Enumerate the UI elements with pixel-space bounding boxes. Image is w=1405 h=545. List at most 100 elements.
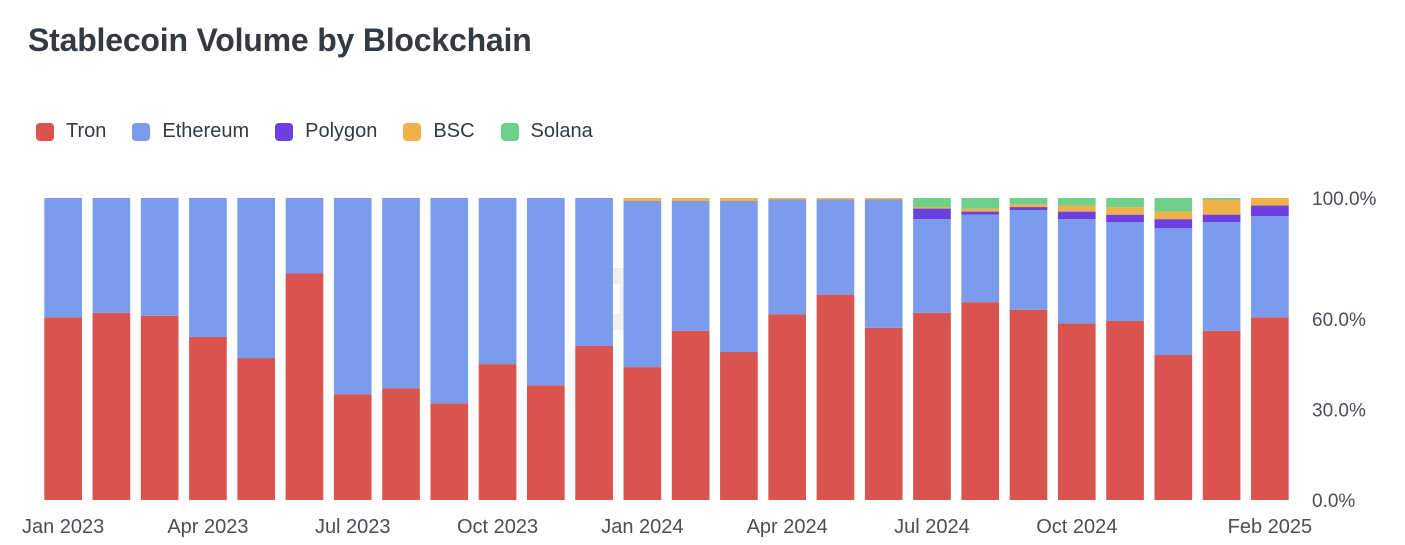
bar-segment-tron-sep-2024[interactable] (1009, 309, 1048, 500)
bar-segment-ethereum-jul-2023[interactable] (333, 198, 372, 395)
bar-segment-tron-sep-2023[interactable] (430, 403, 469, 500)
bar-segment-tron-may-2024[interactable] (816, 294, 855, 500)
bar-segment-solana-aug-2024[interactable] (961, 198, 1000, 209)
bar-segment-tron-feb-2023[interactable] (92, 312, 131, 500)
bar-segment-tron-dec-2024[interactable] (1154, 355, 1193, 500)
x-tick-label: Jul 2023 (315, 516, 391, 538)
y-tick-label: 100.0% (1312, 189, 1377, 210)
bar-segment-tron-mar-2024[interactable] (720, 352, 758, 500)
bar-segment-bsc-jan-2024[interactable] (623, 198, 662, 202)
bar-segment-polygon-jan-2025[interactable] (1202, 214, 1241, 223)
bar-segment-bsc-dec-2024[interactable] (1154, 211, 1193, 220)
bar-segment-ethereum-may-2024[interactable] (816, 199, 855, 295)
bar-segment-ethereum-dec-2024[interactable] (1154, 228, 1193, 356)
bar-segment-ethereum-apr-2023[interactable] (189, 198, 227, 337)
bar-segment-polygon-dec-2024[interactable] (1154, 219, 1193, 229)
bar-segment-solana-jan-2025[interactable] (1202, 198, 1241, 200)
bar-segment-polygon-sep-2024[interactable] (1009, 207, 1048, 211)
bar-segment-ethereum-apr-2024[interactable] (768, 199, 806, 315)
chart-legend: Tron Ethereum Polygon BSC Solana (36, 120, 619, 143)
bar-segment-polygon-oct-2024[interactable] (1057, 211, 1096, 220)
bar-segment-tron-oct-2024[interactable] (1057, 323, 1096, 500)
legend-label-solana: Solana (530, 120, 593, 142)
bar-segment-ethereum-jan-2023[interactable] (44, 198, 82, 318)
bar-segment-tron-feb-2025[interactable] (1251, 317, 1289, 500)
y-tick-label: 60.0% (1312, 310, 1366, 331)
y-axis: 0.0% 30.0% 60.0% 100.0% (1312, 189, 1377, 512)
bar-segment-ethereum-sep-2024[interactable] (1009, 210, 1048, 310)
bar-segment-bsc-jan-2025[interactable] (1202, 199, 1241, 215)
bar-segment-bsc-mar-2024[interactable] (720, 198, 758, 202)
bar-segment-polygon-feb-2025[interactable] (1251, 205, 1289, 217)
x-tick-label: Apr 2024 (747, 516, 828, 538)
bar-segment-ethereum-mar-2024[interactable] (720, 201, 758, 353)
bar-segment-solana-jul-2024[interactable] (913, 198, 951, 208)
legend-item-polygon[interactable]: Polygon (275, 120, 377, 143)
bar-segment-bsc-sep-2024[interactable] (1009, 204, 1048, 208)
bar-segment-tron-jul-2023[interactable] (333, 394, 372, 500)
bar-segment-ethereum-aug-2024[interactable] (961, 214, 1000, 303)
bar-segment-solana-nov-2024[interactable] (1106, 198, 1144, 208)
bar-segment-tron-nov-2023[interactable] (527, 385, 565, 500)
bar-segment-bsc-jul-2024[interactable] (913, 207, 951, 209)
bar-segment-ethereum-jun-2024[interactable] (864, 199, 903, 328)
bar-segment-tron-jan-2024[interactable] (623, 367, 662, 500)
bar-segment-bsc-jun-2024[interactable] (864, 198, 903, 200)
bar-segment-ethereum-nov-2024[interactable] (1106, 222, 1144, 321)
bar-segment-ethereum-jan-2025[interactable] (1202, 222, 1241, 331)
bar-segment-bsc-feb-2024[interactable] (671, 198, 710, 202)
bar-segment-tron-oct-2023[interactable] (478, 364, 517, 500)
x-axis: Jan 2023 Apr 2023 Jul 2023 Oct 2023 Jan 2024… (22, 516, 1312, 538)
x-tick-label: Apr 2023 (167, 516, 248, 538)
bar-segment-tron-jan-2023[interactable] (44, 317, 82, 500)
bar-segment-tron-feb-2024[interactable] (671, 330, 710, 500)
bar-segment-bsc-nov-2024[interactable] (1106, 207, 1144, 215)
bar-segment-tron-mar-2023[interactable] (140, 315, 179, 500)
legend-item-ethereum[interactable]: Ethereum (132, 120, 249, 143)
bar-segment-bsc-aug-2024[interactable] (961, 208, 1000, 212)
bar-segment-polygon-aug-2024[interactable] (961, 211, 1000, 215)
legend-item-solana[interactable]: Solana (500, 120, 593, 143)
x-tick-label: Jul 2024 (894, 516, 970, 538)
bar-segment-ethereum-sep-2023[interactable] (430, 198, 469, 404)
bar-segment-ethereum-mar-2023[interactable] (140, 198, 179, 316)
bar-segment-bsc-may-2024[interactable] (816, 198, 855, 200)
bar-segment-tron-jan-2025[interactable] (1202, 330, 1241, 500)
bar-segment-tron-aug-2024[interactable] (961, 302, 1000, 500)
bar-segment-tron-aug-2023[interactable] (382, 388, 420, 500)
bar-segment-bsc-oct-2024[interactable] (1057, 205, 1096, 212)
bar-segment-tron-dec-2023[interactable] (575, 345, 613, 500)
bar-segment-ethereum-jun-2023[interactable] (285, 198, 324, 274)
bar-segment-ethereum-oct-2023[interactable] (478, 198, 517, 365)
bar-segment-tron-apr-2024[interactable] (768, 314, 806, 500)
legend-label-ethereum: Ethereum (162, 120, 250, 142)
bar-segment-ethereum-aug-2023[interactable] (382, 198, 420, 389)
bar-segment-ethereum-feb-2025[interactable] (1251, 216, 1289, 318)
y-tick-label: 30.0% (1312, 400, 1366, 421)
bar-segment-ethereum-jul-2024[interactable] (913, 219, 951, 313)
bar-segment-solana-oct-2024[interactable] (1057, 198, 1096, 206)
bar-segment-ethereum-may-2023[interactable] (237, 198, 276, 359)
bar-segment-ethereum-nov-2023[interactable] (527, 198, 565, 386)
legend-item-bsc[interactable]: BSC (403, 120, 475, 143)
bar-segment-tron-jul-2024[interactable] (913, 312, 951, 500)
bar-segment-solana-sep-2024[interactable] (1009, 198, 1048, 205)
bar-segment-ethereum-jan-2024[interactable] (623, 201, 662, 368)
bar-segment-tron-nov-2024[interactable] (1106, 320, 1144, 500)
bar-segment-polygon-jul-2024[interactable] (913, 208, 951, 220)
legend-swatch-ethereum (132, 122, 151, 141)
bar-segment-ethereum-dec-2023[interactable] (575, 198, 613, 346)
bar-segment-tron-apr-2023[interactable] (189, 336, 227, 500)
bar-segment-bsc-apr-2024[interactable] (768, 198, 806, 200)
legend-label-bsc: BSC (433, 120, 475, 142)
bar-segment-solana-dec-2024[interactable] (1154, 198, 1193, 212)
bar-segment-ethereum-feb-2024[interactable] (671, 201, 710, 331)
bar-segment-bsc-feb-2025[interactable] (1251, 198, 1289, 206)
bar-segment-ethereum-oct-2024[interactable] (1057, 219, 1096, 324)
bar-segment-ethereum-feb-2023[interactable] (92, 198, 131, 313)
legend-item-tron[interactable]: Tron (36, 120, 106, 143)
bar-segment-tron-jun-2023[interactable] (285, 273, 324, 501)
bar-segment-polygon-nov-2024[interactable] (1106, 214, 1144, 223)
bar-segment-tron-may-2023[interactable] (237, 358, 276, 500)
bar-segment-tron-jun-2024[interactable] (864, 327, 903, 500)
